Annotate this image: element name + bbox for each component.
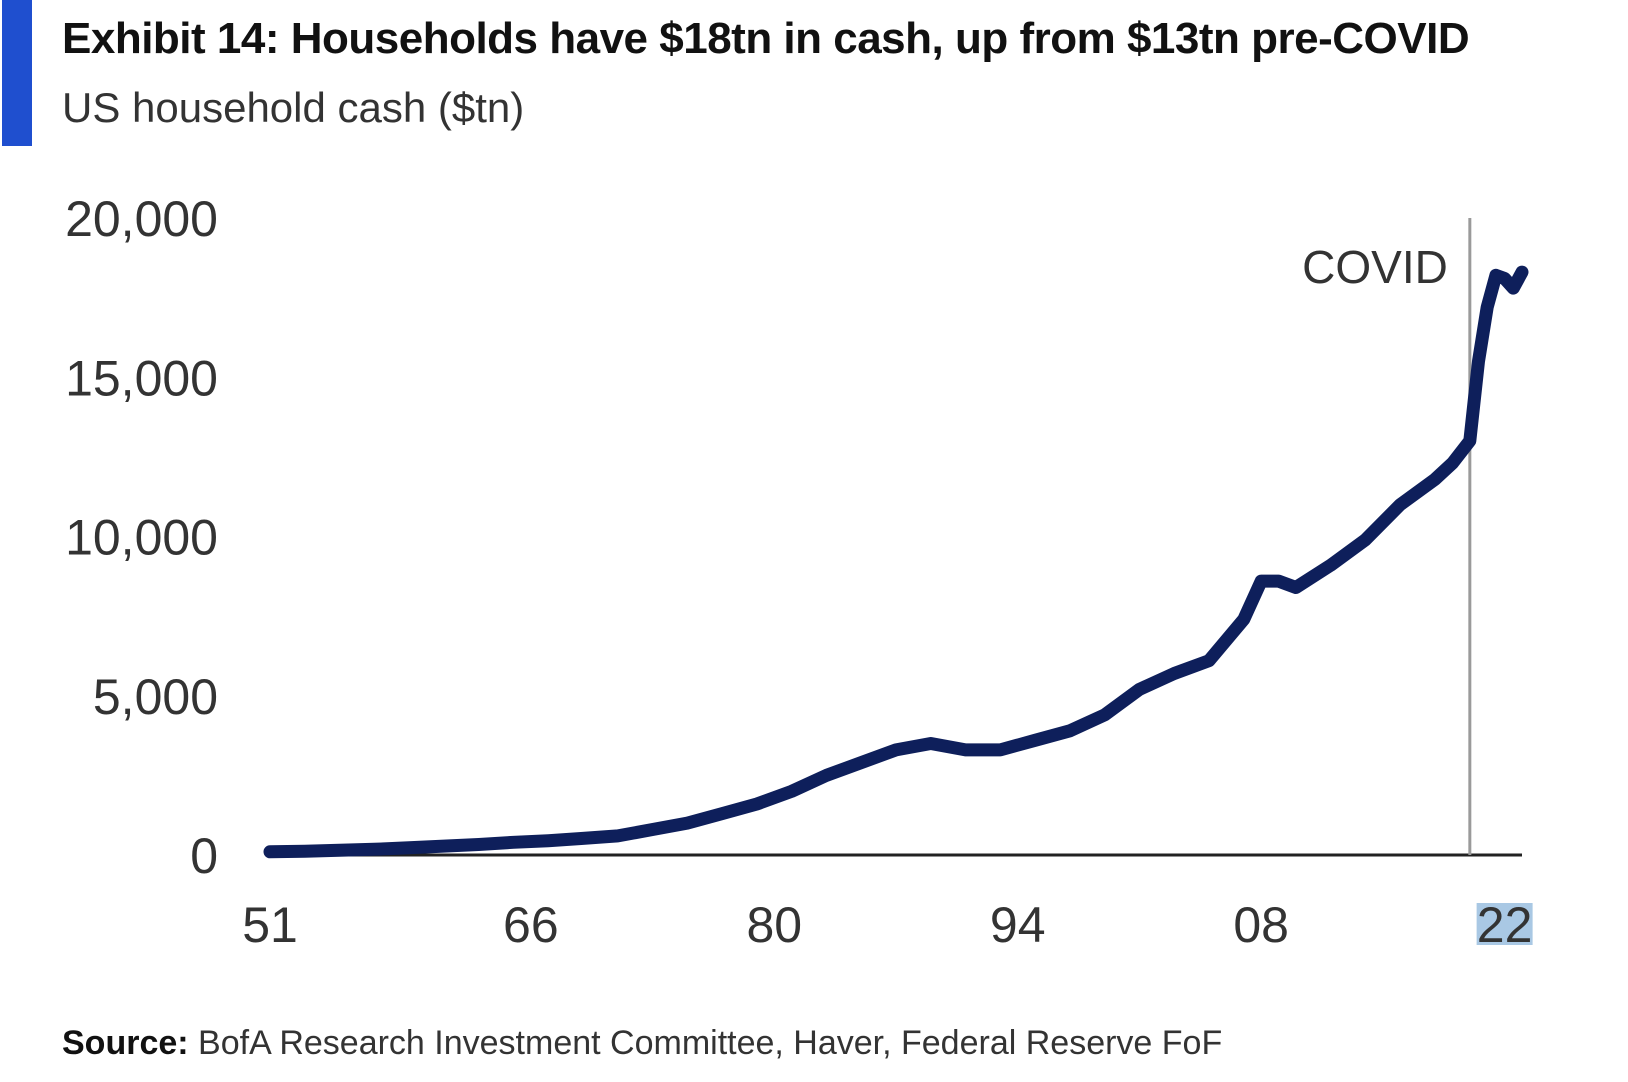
x-tick-label: 51 <box>242 897 298 953</box>
x-tick-label: 08 <box>1233 897 1289 953</box>
x-axis-ticks: 51 66 80 94 08 22 <box>242 897 1533 953</box>
x-tick-label: 66 <box>503 897 559 953</box>
covid-annotation-label: COVID <box>1302 241 1448 293</box>
y-axis-ticks: 0 5,000 10,000 15,000 20,000 <box>65 191 218 884</box>
x-tick-label: 22 <box>1477 897 1533 953</box>
source-label: Source: <box>62 1024 189 1062</box>
source-note: Source: BofA Research Investment Committ… <box>62 1024 1222 1063</box>
y-tick-label: 5,000 <box>93 669 218 725</box>
x-tick-highlight <box>1476 903 1533 945</box>
chart-title: Exhibit 14: Households have $18tn in cas… <box>62 14 1470 63</box>
y-tick-label: 20,000 <box>65 191 218 247</box>
source-text: BofA Research Investment Committee, Have… <box>198 1024 1223 1062</box>
line-chart: 0 5,000 10,000 15,000 20,000 51 66 80 94 08 22 CO… <box>65 191 1533 953</box>
x-tick-label: 80 <box>746 897 802 953</box>
title-accent-bar <box>2 0 32 146</box>
y-tick-label: 0 <box>190 828 218 884</box>
chart-subtitle: US household cash ($tn) <box>62 84 525 131</box>
y-tick-label: 10,000 <box>65 510 218 566</box>
x-tick-label: 94 <box>990 897 1046 953</box>
household-cash-series-line <box>263 265 1529 859</box>
y-tick-label: 15,000 <box>65 350 218 406</box>
